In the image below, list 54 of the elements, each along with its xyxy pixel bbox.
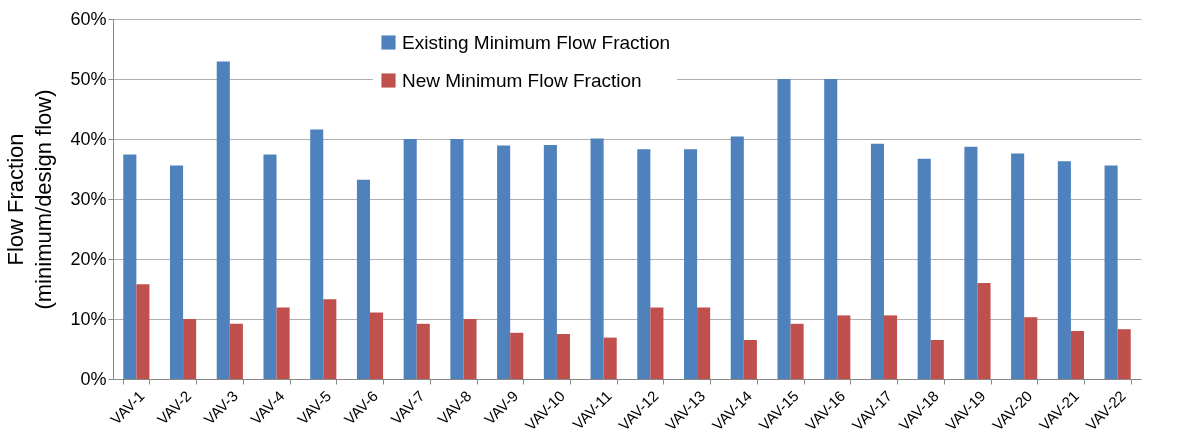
bar	[684, 149, 698, 379]
bar	[136, 284, 150, 379]
bar	[510, 332, 524, 379]
bar	[884, 315, 898, 379]
bar	[123, 154, 137, 379]
bar	[964, 146, 978, 379]
y-tick-label: 40%	[70, 128, 107, 149]
legend-label: New Minimum Flow Fraction	[402, 69, 642, 91]
bar	[556, 334, 570, 379]
bar	[403, 139, 417, 379]
bar	[263, 154, 277, 379]
bar	[1024, 317, 1038, 379]
y-axis-title: Flow Fraction (minimum/design flow)	[3, 89, 57, 310]
bar	[183, 319, 197, 379]
bar	[463, 319, 477, 379]
y-tick-label: 0%	[80, 368, 107, 389]
bar	[229, 323, 243, 379]
bar	[310, 129, 324, 379]
bar	[603, 337, 617, 379]
bar	[917, 158, 931, 379]
y-tick-label: 60%	[70, 8, 107, 29]
bar	[730, 136, 744, 379]
bar	[743, 340, 757, 379]
bar	[1057, 161, 1071, 379]
bar	[837, 315, 851, 379]
legend-label: Existing Minimum Flow Fraction	[402, 31, 671, 53]
bar	[276, 307, 290, 379]
bar	[637, 149, 651, 379]
y-tick-label: 30%	[70, 188, 107, 209]
bar	[170, 165, 184, 379]
bar	[1070, 331, 1084, 379]
bar	[824, 79, 838, 379]
bar	[1117, 329, 1131, 379]
bar	[450, 139, 464, 379]
bar	[216, 61, 230, 379]
bar	[543, 145, 557, 379]
bar	[777, 79, 791, 379]
bar	[930, 340, 944, 379]
y-tick-label: 20%	[70, 248, 107, 269]
bar	[977, 283, 991, 379]
bar	[590, 138, 604, 379]
bar	[370, 312, 384, 379]
bar	[790, 323, 804, 379]
bar	[356, 179, 370, 379]
bar	[697, 307, 711, 379]
y-tick-label: 10%	[70, 308, 107, 329]
bar	[323, 299, 337, 379]
bar	[650, 307, 664, 379]
bar	[1011, 153, 1025, 379]
bar	[1104, 165, 1118, 379]
bar	[870, 143, 884, 379]
bar	[416, 323, 430, 379]
bar	[497, 145, 511, 379]
y-tick-label: 50%	[70, 68, 107, 89]
